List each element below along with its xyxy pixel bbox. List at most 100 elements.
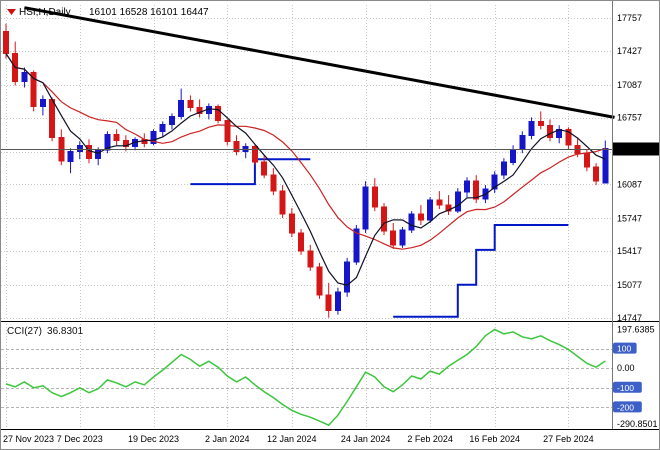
descending-trendline[interactable] — [24, 6, 615, 119]
bull-candle — [408, 213, 415, 231]
bear-candle — [49, 98, 56, 138]
price-axis-label: 15077 — [617, 280, 642, 290]
bear-candle — [224, 119, 231, 142]
bull-candle — [76, 144, 83, 152]
bear-candle — [417, 213, 424, 221]
bear-candle — [298, 232, 304, 252]
bull-candle — [169, 115, 175, 125]
bull-candle — [159, 123, 166, 132]
bear-candle — [316, 266, 323, 296]
price-pane — [1, 6, 615, 318]
bull-candle — [39, 98, 46, 107]
bull-candle — [95, 149, 102, 159]
grid-layer — [1, 5, 612, 428]
indicator-level-badge-text: -100 — [617, 383, 634, 393]
bull-candle — [344, 261, 351, 293]
bull-candle — [399, 229, 406, 246]
price-axis-label: 16087 — [617, 179, 642, 189]
time-axis-label: 7 Dec 2023 — [57, 434, 103, 444]
bear-candle — [381, 206, 387, 232]
indicator-current-value: 36.8301 — [47, 326, 84, 337]
indicator-level-label: 0.00 — [617, 363, 635, 373]
indicator-level-badge — [613, 381, 642, 393]
bear-candle — [113, 133, 120, 141]
price-axis-label: 17087 — [617, 80, 642, 90]
bull-candle — [21, 72, 28, 82]
indicator-level-badge-text: -200 — [617, 402, 634, 412]
bear-candle — [196, 106, 203, 114]
bull-candle — [242, 145, 249, 152]
bear-candle — [279, 190, 286, 215]
bear-candle — [371, 186, 378, 208]
bear-candle — [3, 31, 9, 55]
bull-candle — [67, 150, 74, 162]
bull-candle — [362, 186, 369, 230]
cci-line — [5, 328, 606, 427]
price-axis-label: 17757 — [617, 13, 642, 23]
symbol-marker-icon — [7, 9, 16, 15]
bear-candle — [261, 161, 268, 176]
time-axis-label: 27 Nov 2023 — [3, 434, 54, 444]
current-price-tag — [613, 142, 659, 156]
bear-candle — [537, 120, 544, 126]
bull-candle — [519, 134, 526, 150]
bear-candle — [270, 174, 277, 192]
bear-candle — [547, 124, 553, 138]
time-axis-label: 27 Feb 2024 — [543, 434, 594, 444]
indicator-level-badge — [613, 342, 637, 354]
bear-candle — [86, 144, 92, 159]
ma-fast-line — [5, 53, 606, 286]
bear-candle — [583, 152, 590, 168]
time-axis-label: 16 Feb 2024 — [469, 434, 520, 444]
bear-candle — [473, 180, 480, 200]
bear-candle — [325, 294, 332, 312]
time-axis-label: 24 Jan 2024 — [341, 434, 391, 444]
bear-candle — [233, 140, 240, 152]
bull-candle — [500, 161, 507, 176]
price-axis-label: 15417 — [617, 246, 642, 256]
bull-candle — [150, 130, 157, 144]
bear-candle — [436, 199, 443, 206]
indicator-label: CCI(27) 36.8301 — [7, 326, 84, 337]
time-axis-label: 2 Feb 2024 — [407, 434, 453, 444]
indicator-pane — [5, 328, 606, 427]
bull-candle — [602, 148, 609, 184]
bear-candle — [593, 166, 600, 182]
time-axis-label: 19 Dec 2023 — [128, 434, 179, 444]
bull-candle — [178, 99, 185, 117]
bear-candle — [187, 99, 194, 108]
indicator-level-badge — [613, 401, 642, 413]
indicator-min-label: -290.8501 — [617, 419, 658, 429]
support-step-line — [393, 224, 569, 318]
bull-candle — [510, 148, 517, 163]
bear-candle — [445, 204, 452, 212]
price-axis-label: 14747 — [617, 313, 642, 323]
bear-candle — [288, 213, 295, 234]
chart-symbol-title: HSI,H,Daily — [19, 7, 71, 18]
indicator-max-label: 197.6385 — [617, 324, 655, 334]
bull-candle — [353, 228, 360, 263]
bear-candle — [307, 250, 314, 268]
price-axis-label: 17427 — [617, 46, 642, 56]
bull-candle — [528, 120, 535, 136]
bull-candle — [454, 191, 461, 212]
bear-candle — [30, 72, 37, 107]
indicator-name: CCI(27) — [7, 326, 42, 337]
bull-candle — [491, 174, 498, 190]
price-axis-label: 16757 — [617, 113, 642, 123]
bear-candle — [251, 145, 258, 163]
indicator-level-badge-text: 100 — [617, 344, 631, 354]
ohlc-readout: 16101 16528 16101 16447 — [89, 7, 209, 18]
support-step-line — [190, 158, 311, 186]
ma-slow-line — [5, 53, 606, 250]
bear-candle — [215, 105, 222, 121]
current-price-tag-text: 16447 — [617, 146, 642, 156]
bull-candle — [464, 180, 470, 193]
bear-candle — [565, 128, 572, 146]
price-axis-label: 15747 — [617, 213, 642, 223]
bull-candle — [427, 199, 434, 221]
time-axis-label: 2 Jan 2024 — [205, 434, 250, 444]
